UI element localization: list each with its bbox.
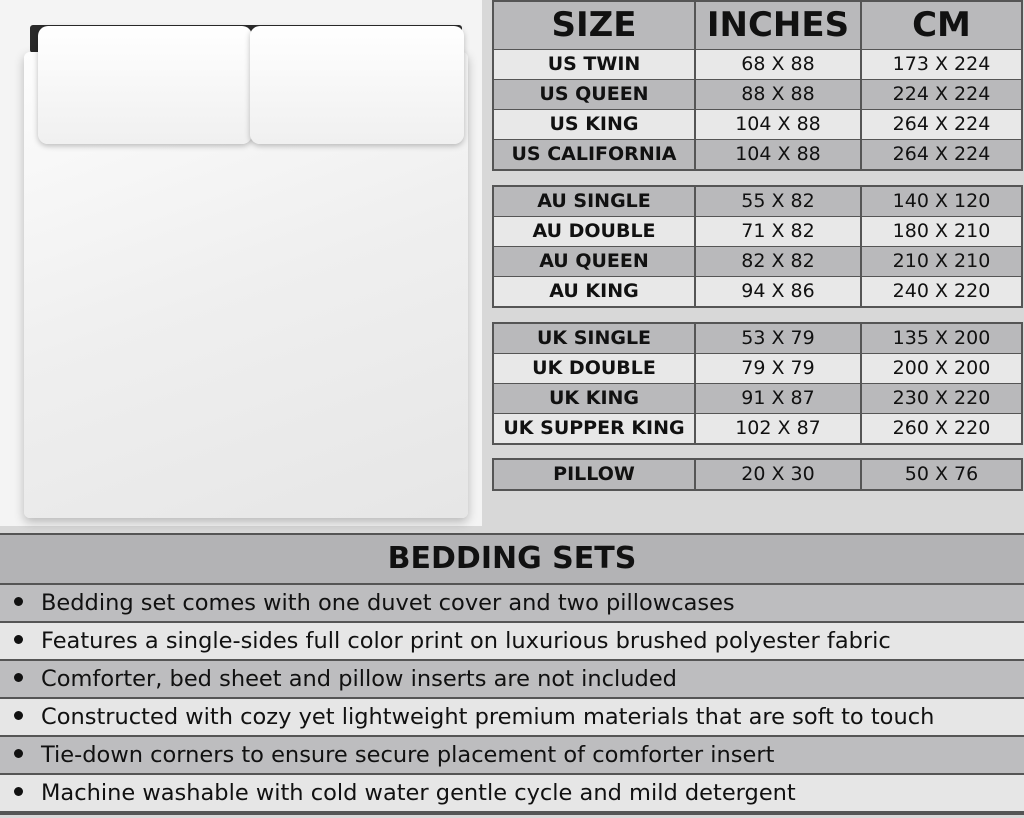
size-cell: AU SINGLE — [494, 187, 694, 216]
size-table-group: SIZE INCHES CM US TWIN 68 X 88 173 X 224 US QU… — [492, 0, 1023, 171]
size-cell: PILLOW — [494, 460, 694, 489]
inches-cell: 79 X 79 — [696, 354, 860, 383]
size-cell: UK DOUBLE — [494, 354, 694, 383]
table-row: US CALIFORNIA 104 X 88 264 X 224 — [494, 140, 1021, 169]
size-table-group: UK SINGLE 53 X 79 135 X 200 UK DOUBLE 79 X 7… — [492, 322, 1023, 445]
bedding-sets-title: BEDDING SETS — [0, 535, 1024, 583]
column-header: INCHES — [696, 2, 860, 49]
size-cell: AU KING — [494, 277, 694, 306]
table-row: AU KING 94 X 86 240 X 220 — [494, 277, 1021, 306]
cm-cell: 210 X 210 — [862, 247, 1021, 276]
cm-cell: 135 X 200 — [862, 324, 1021, 353]
table-row: AU SINGLE 55 X 82 140 X 120 — [494, 187, 1021, 216]
bedding-sets-section: BEDDING SETS Bedding set comes with one … — [0, 533, 1024, 815]
bullet-icon — [14, 711, 23, 720]
list-item-text: Constructed with cozy yet lightweight pr… — [41, 704, 935, 730]
table-row: UK SINGLE 53 X 79 135 X 200 — [494, 324, 1021, 353]
inches-cell: 20 X 30 — [696, 460, 860, 489]
cm-cell: 140 X 120 — [862, 187, 1021, 216]
list-item-text: Comforter, bed sheet and pillow inserts … — [41, 666, 677, 692]
size-cell: UK SINGLE — [494, 324, 694, 353]
bedding-product-photo — [0, 0, 482, 526]
cm-cell: 180 X 210 — [862, 217, 1021, 246]
inches-cell: 88 X 88 — [696, 80, 860, 109]
bullet-icon — [14, 749, 23, 758]
inches-cell: 104 X 88 — [696, 140, 860, 169]
list-item: Machine washable with cold water gentle … — [0, 775, 1024, 811]
cm-cell: 264 X 224 — [862, 110, 1021, 139]
size-table-group: PILLOW 20 X 30 50 X 76 — [492, 458, 1023, 491]
table-row: US QUEEN 88 X 88 224 X 224 — [494, 80, 1021, 109]
cm-cell: 240 X 220 — [862, 277, 1021, 306]
list-item: Features a single-sides full color print… — [0, 623, 1024, 659]
bullet-icon — [14, 635, 23, 644]
table-row: UK SUPPER KING 102 X 87 260 X 220 — [494, 414, 1021, 443]
cm-cell: 264 X 224 — [862, 140, 1021, 169]
cm-cell: 260 X 220 — [862, 414, 1021, 443]
list-item: Tie-down corners to ensure secure placem… — [0, 737, 1024, 773]
list-item-text: Features a single-sides full color print… — [41, 628, 891, 654]
cm-cell: 50 X 76 — [862, 460, 1021, 489]
pillow-right — [250, 26, 464, 144]
list-item-text: Bedding set comes with one duvet cover a… — [41, 590, 735, 616]
size-cell: US KING — [494, 110, 694, 139]
inches-cell: 55 X 82 — [696, 187, 860, 216]
bullet-icon — [14, 597, 23, 606]
table-row: US KING 104 X 88 264 X 224 — [494, 110, 1021, 139]
cm-cell: 224 X 224 — [862, 80, 1021, 109]
table-row: UK DOUBLE 79 X 79 200 X 200 — [494, 354, 1021, 383]
pillow-left — [38, 26, 252, 144]
table-row: UK KING 91 X 87 230 X 220 — [494, 384, 1021, 413]
size-cell: UK KING — [494, 384, 694, 413]
bullet-icon — [14, 673, 23, 682]
bullet-icon — [14, 787, 23, 796]
list-item-text: Machine washable with cold water gentle … — [41, 780, 796, 806]
cm-cell: 173 X 224 — [862, 50, 1021, 79]
cm-cell: 200 X 200 — [862, 354, 1021, 383]
size-cell: US QUEEN — [494, 80, 694, 109]
table-row: AU QUEEN 82 X 82 210 X 210 — [494, 247, 1021, 276]
list-item: Comforter, bed sheet and pillow inserts … — [0, 661, 1024, 697]
size-cell: US TWIN — [494, 50, 694, 79]
list-item: Bedding set comes with one duvet cover a… — [0, 585, 1024, 621]
table-row: AU DOUBLE 71 X 82 180 X 210 — [494, 217, 1021, 246]
inches-cell: 82 X 82 — [696, 247, 860, 276]
inches-cell: 91 X 87 — [696, 384, 860, 413]
column-header: CM — [862, 2, 1021, 49]
inches-cell: 102 X 87 — [696, 414, 860, 443]
inches-cell: 71 X 82 — [696, 217, 860, 246]
size-cell: US CALIFORNIA — [494, 140, 694, 169]
size-cell: UK SUPPER KING — [494, 414, 694, 443]
column-header: SIZE — [494, 2, 694, 49]
cm-cell: 230 X 220 — [862, 384, 1021, 413]
size-table-group: AU SINGLE 55 X 82 140 X 120 AU DOUBLE 71 X 8… — [492, 185, 1023, 308]
inches-cell: 94 X 86 — [696, 277, 860, 306]
inches-cell: 68 X 88 — [696, 50, 860, 79]
list-item: Constructed with cozy yet lightweight pr… — [0, 699, 1024, 735]
table-header: SIZE INCHES CM — [494, 2, 1021, 49]
table-row: PILLOW 20 X 30 50 X 76 — [494, 460, 1021, 489]
inches-cell: 104 X 88 — [696, 110, 860, 139]
size-cell: AU QUEEN — [494, 247, 694, 276]
table-row: US TWIN 68 X 88 173 X 224 — [494, 50, 1021, 79]
inches-cell: 53 X 79 — [696, 324, 860, 353]
size-cell: AU DOUBLE — [494, 217, 694, 246]
list-item-text: Tie-down corners to ensure secure placem… — [41, 742, 775, 768]
